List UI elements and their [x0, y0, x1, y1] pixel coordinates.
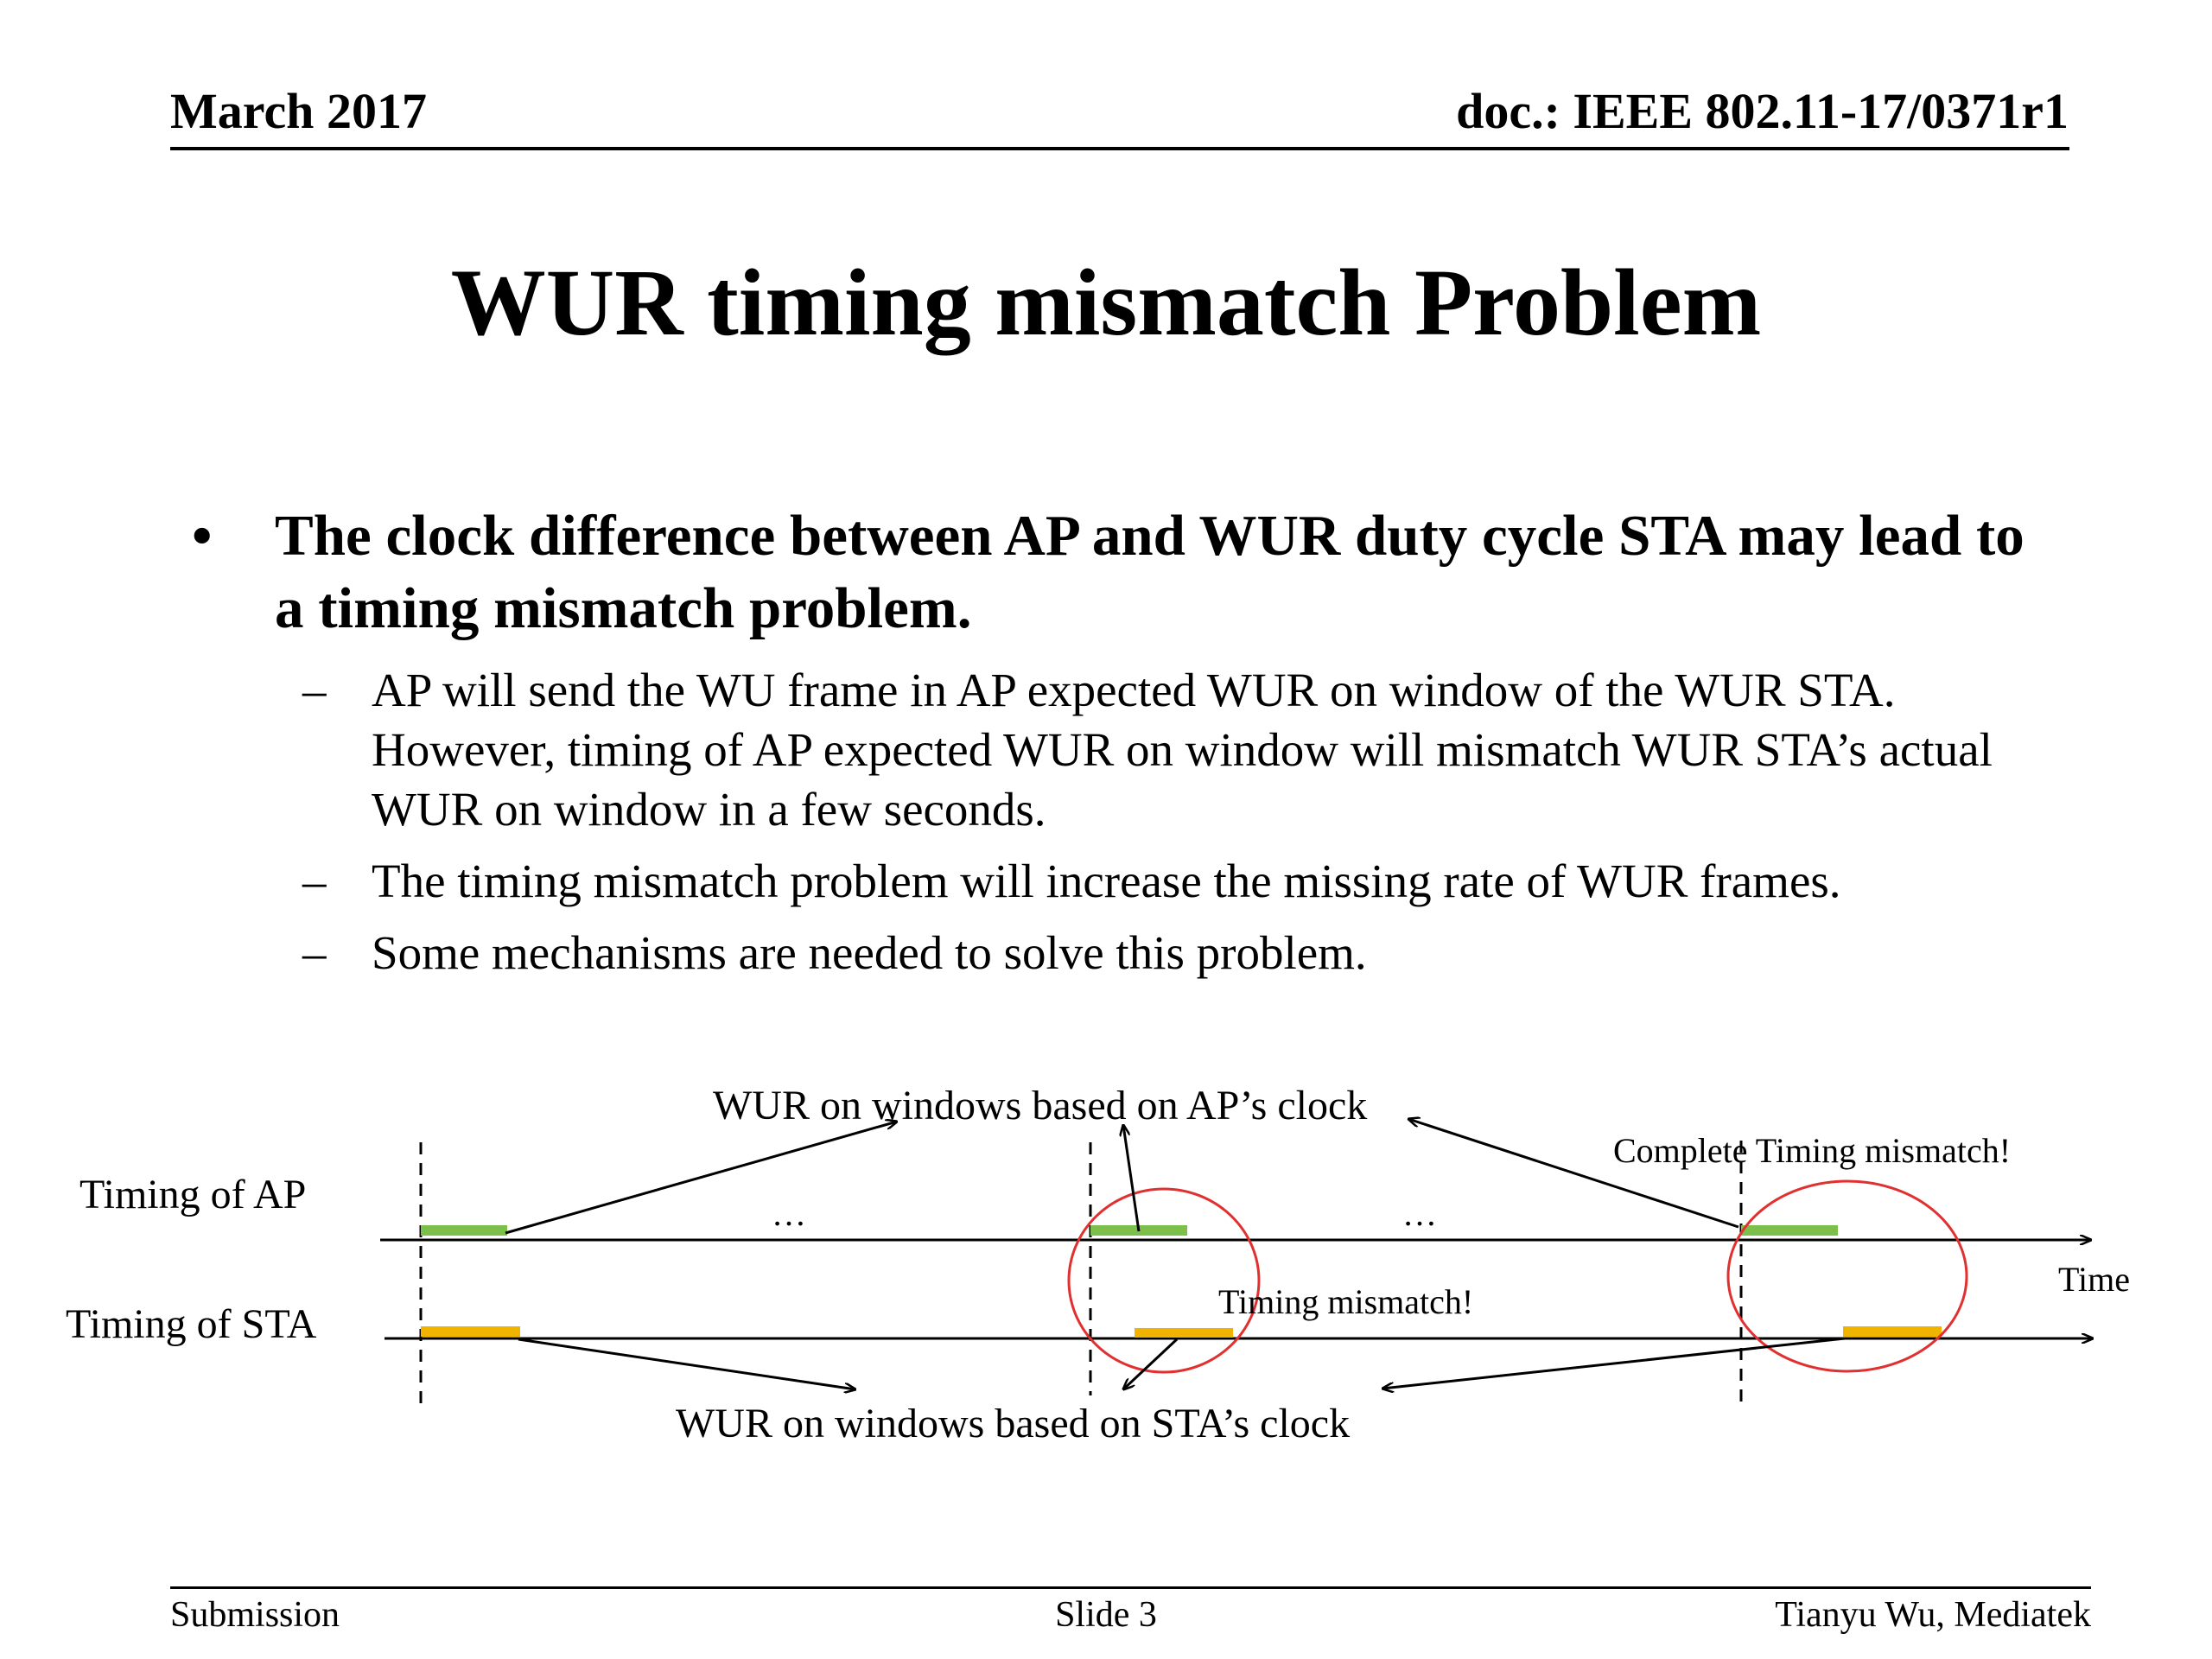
footer-slide-number: Slide 3: [1055, 1595, 1157, 1635]
bullet-main-text: The clock difference between AP and WUR …: [275, 504, 2024, 640]
sta-windows-label: WUR on windows based on STA’s clock: [676, 1401, 1350, 1446]
mismatch-circle: [1726, 1179, 1968, 1373]
footer-submission: Submission: [170, 1595, 340, 1635]
ap-windows-label: WUR on windows based on AP’s clock: [713, 1083, 1367, 1128]
bullet-list: • The clock difference between AP and WU…: [181, 499, 2039, 995]
arrow: [1123, 1338, 1179, 1389]
ap-window-bar: [1741, 1225, 1838, 1236]
ellipsis: …: [772, 1194, 806, 1233]
arrow: [518, 1338, 855, 1389]
sub-bullet-text: Some mechanisms are needed to solve this…: [372, 926, 1367, 979]
slide-title: WUR timing mismatch Problem: [450, 250, 1762, 355]
bullet-marker: •: [192, 504, 213, 568]
timing-mismatch-label: Timing mismatch!: [1218, 1282, 1473, 1321]
sub-bullet: – Some mechanisms are needed to solve th…: [181, 923, 2039, 982]
arrow: [505, 1122, 897, 1235]
ap-timing-label: Timing of AP: [79, 1172, 306, 1217]
arrow: [1408, 1119, 1739, 1229]
sub-bullet-text: AP will send the WU frame in AP expected…: [372, 664, 1993, 836]
sta-window-bar: [1843, 1326, 1942, 1337]
time-label: Time: [2058, 1260, 2130, 1299]
header-doc-id: doc.: IEEE 802.11-17/0371r1: [1456, 83, 2069, 139]
footer-rule: [170, 1586, 2091, 1589]
arrow: [1382, 1337, 1846, 1389]
sub-bullet-text: The timing mismatch problem will increas…: [372, 855, 1841, 907]
sta-window-bar: [421, 1326, 520, 1337]
footer-author: Tianyu Wu, Mediatek: [1775, 1595, 2091, 1635]
sta-window-bar: [1135, 1328, 1233, 1338]
bullet-main: • The clock difference between AP and WU…: [181, 499, 2039, 645]
sub-bullet-marker: –: [302, 855, 327, 907]
mismatch-circle: [1067, 1187, 1261, 1374]
sub-bullet: – The timing mismatch problem will incre…: [181, 851, 2039, 911]
header-date: March 2017: [170, 83, 427, 139]
complete-mismatch-label: Complete Timing mismatch!: [1613, 1131, 2011, 1170]
sub-bullet-marker: –: [302, 926, 327, 979]
arrow: [1123, 1125, 1141, 1232]
ellipsis: …: [1402, 1194, 1437, 1233]
sub-bullet-marker: –: [302, 664, 327, 716]
sub-bullet: – AP will send the WU frame in AP expect…: [181, 660, 2039, 839]
sta-timing-label: Timing of STA: [66, 1301, 317, 1347]
header-rule: [170, 147, 2069, 150]
ap-window-bar: [421, 1225, 507, 1236]
